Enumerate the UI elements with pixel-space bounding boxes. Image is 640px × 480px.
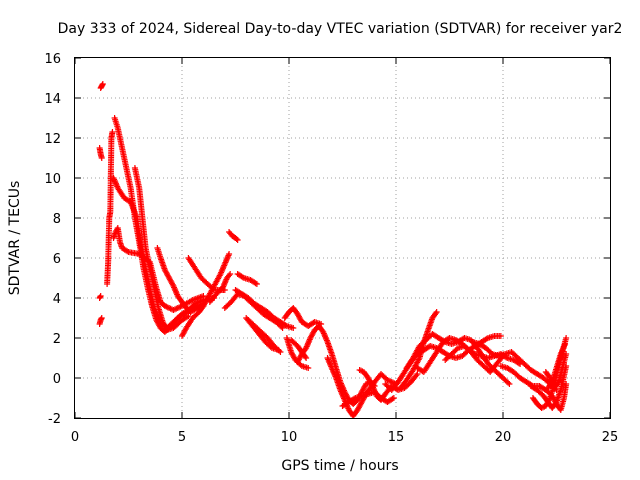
data-point [303, 355, 310, 361]
data-point [563, 381, 570, 387]
data-point [226, 272, 233, 279]
data-point [98, 315, 105, 321]
data-point [552, 400, 559, 407]
data-point [234, 237, 241, 243]
y-axis-label: SDTVAR / TECUs [7, 181, 23, 296]
chart-title: Day 333 of 2024, Sidereal Day-to-day VTE… [58, 21, 623, 37]
data-point [483, 335, 490, 342]
data-point [546, 396, 553, 403]
y-tick-label: -2 [48, 412, 61, 427]
data-point [290, 325, 297, 331]
data-point [506, 381, 513, 387]
y-tick-label: 2 [53, 332, 61, 347]
x-tick-label: 5 [178, 430, 186, 445]
data-point [276, 347, 283, 354]
data-point [432, 310, 439, 317]
data-point [124, 248, 131, 255]
x-tick-label: 20 [495, 430, 512, 445]
data-point [233, 236, 240, 242]
plot-frame [74, 57, 611, 419]
data-point [563, 335, 570, 341]
data-point [414, 371, 421, 377]
data-point [282, 322, 289, 329]
y-tick-label: 0 [53, 372, 61, 387]
data-point [185, 313, 192, 319]
y-tick-label: 4 [53, 292, 61, 307]
data-point [562, 341, 569, 347]
data-point [277, 349, 284, 355]
data-point [97, 293, 104, 299]
data-point [98, 155, 105, 161]
axis-ticks: 0 5 10 15 20 25 -2 0 2 4 6 8 10 12 14 16 [44, 52, 618, 445]
y-tick-label: 12 [44, 132, 61, 147]
data-point [389, 395, 396, 402]
data-point [209, 285, 216, 292]
data-point [548, 380, 555, 387]
y-tick-label: 16 [44, 52, 61, 67]
x-tick-label: 15 [388, 430, 405, 445]
data-point [390, 395, 397, 401]
data-point [239, 274, 246, 281]
x-axis-label: GPS time / hours [281, 458, 398, 474]
y-tick-label: 10 [44, 172, 61, 187]
data-point [433, 309, 440, 315]
x-tick-label: 0 [71, 430, 79, 445]
data-point [184, 313, 191, 320]
data-point [413, 372, 420, 379]
data-point [253, 281, 260, 287]
data-point [554, 380, 561, 387]
data-point [351, 395, 358, 402]
data-point [227, 271, 234, 277]
data-point [563, 351, 570, 357]
data-point [505, 379, 512, 386]
data-point [169, 281, 176, 288]
data-point [109, 129, 116, 135]
data-point [252, 280, 259, 287]
y-tick-label: 14 [44, 92, 61, 107]
data-point [226, 251, 233, 257]
y-tick-label: 6 [53, 252, 61, 267]
x-tick-label: 25 [602, 430, 619, 445]
data-point [368, 381, 375, 388]
data-point [497, 333, 504, 339]
grid-lines [75, 58, 610, 418]
data-points [96, 81, 570, 419]
data-point [99, 81, 106, 87]
x-tick-label: 10 [281, 430, 298, 445]
data-point [305, 365, 312, 371]
y-tick-label: 8 [53, 212, 61, 227]
